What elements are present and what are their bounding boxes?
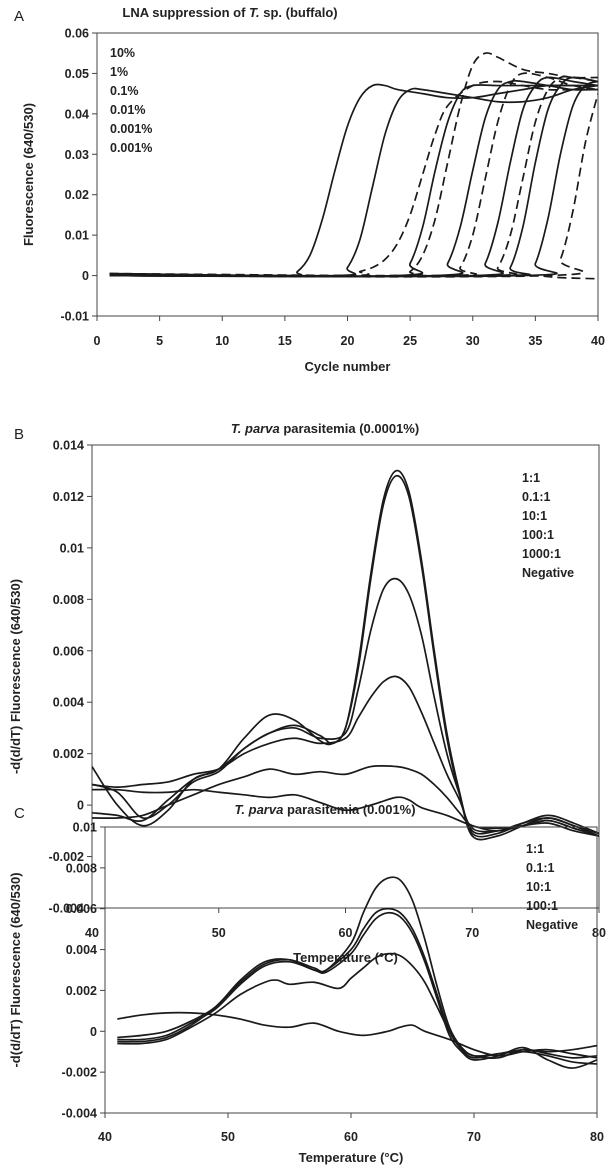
y-tick-label: 0.04 (65, 107, 89, 121)
x-tick-label: 80 (590, 1130, 604, 1144)
x-axis-label: Cycle number (305, 359, 391, 374)
y-tick-label: 0.06 (65, 27, 89, 41)
x-tick-label: 15 (278, 334, 292, 348)
x-tick-label: 40 (85, 926, 99, 940)
legend-entry: 1:1 (522, 471, 540, 485)
panel-letter: C (14, 805, 25, 822)
series-line-13 (109, 272, 598, 280)
series-line-6 (92, 788, 599, 837)
x-tick-label: 80 (592, 926, 606, 940)
legend-entry: 10:1 (526, 880, 551, 894)
legend-entry: 1% (110, 65, 128, 79)
y-tick-label: 0.008 (53, 593, 84, 607)
x-tick-label: 60 (344, 1130, 358, 1144)
x-tick-label: 35 (528, 334, 542, 348)
x-tick-label: 30 (466, 334, 480, 348)
legend-entry: Negative (522, 566, 574, 580)
chart-panel-c: C T. parva parasitemia (0.001%) -0.004 -0.0… (8, 802, 604, 1165)
y-tick-label: -0.002 (62, 1066, 97, 1080)
series-line-4 (109, 84, 598, 278)
x-tick-label: 60 (339, 926, 353, 940)
y-tick-label: 0.01 (73, 821, 97, 835)
legend-entry: 0.1:1 (526, 861, 555, 875)
x-axis-label: Temperature (°C) (299, 1150, 404, 1165)
y-tick-label: 0.008 (66, 861, 97, 875)
panel-letter: B (14, 426, 24, 443)
y-tick-label: 0.006 (66, 902, 97, 916)
y-tick-label: 0 (90, 1025, 97, 1039)
series-line-2 (109, 84, 598, 277)
series-line-12 (109, 93, 598, 278)
legend-entry: 1:1 (526, 842, 544, 856)
y-tick-label: 0 (77, 799, 84, 813)
legend-entry: 0.01% (110, 103, 145, 117)
y-tick-label: 0.01 (60, 541, 84, 555)
series-line-8 (109, 76, 598, 278)
legend-entry: 0.001% (110, 141, 152, 155)
series-line-5 (92, 764, 599, 837)
y-tick-label: -0.002 (49, 850, 84, 864)
x-tick-label: 0 (94, 334, 101, 348)
y-tick-label: 0.012 (53, 490, 84, 504)
x-tick-label: 40 (591, 334, 605, 348)
y-tick-label: 0.02 (65, 188, 89, 202)
chart-panel-b: B T. parva parasitemia (0.0001%) -0.004 -0.… (8, 421, 606, 965)
series-line-4 (117, 952, 597, 1057)
series-line-10 (109, 76, 598, 278)
y-tick-label: 0.004 (66, 943, 97, 957)
y-tick-label: 0.004 (53, 696, 84, 710)
legend-entry: 100:1 (526, 899, 558, 913)
y-axis-label: Fluorescence (640/530) (21, 103, 36, 246)
series-line-3 (109, 80, 598, 277)
y-tick-label: 0 (82, 269, 89, 283)
legend-entry: Negative (526, 918, 578, 932)
y-tick-label: 0.002 (66, 984, 97, 998)
series-line-3 (117, 911, 597, 1069)
x-tick-label: 5 (156, 334, 163, 348)
x-tick-label: 10 (215, 334, 229, 348)
legend-entry: 1000:1 (522, 547, 561, 561)
y-tick-label: 0.014 (53, 439, 84, 453)
series-line-2 (92, 474, 599, 838)
x-tick-label: 50 (212, 926, 226, 940)
chart-panel-a: A LNA suppression of T. sp. (buffalo) -0.0… (14, 5, 605, 374)
y-axis-label: -d(d/dT) Fluorescence (640/530) (8, 872, 23, 1067)
chart-title: T. parva parasitemia (0.0001%) (231, 421, 419, 436)
x-tick-label: 70 (467, 1130, 481, 1144)
x-tick-label: 25 (403, 334, 417, 348)
x-tick-label: 70 (465, 926, 479, 940)
y-tick-label: 0.01 (65, 229, 89, 243)
legend-entry: 0.001% (110, 122, 152, 136)
chart-title: LNA suppression of T. sp. (buffalo) (122, 5, 337, 20)
y-tick-label: 0.006 (53, 644, 84, 658)
x-tick-label: 40 (98, 1130, 112, 1144)
legend-entry: 0.1% (110, 84, 139, 98)
y-tick-label: -0.01 (61, 310, 90, 324)
panel-letter: A (14, 8, 24, 25)
series-line-1 (92, 469, 599, 841)
legend-entry: 100:1 (522, 528, 554, 542)
y-axis-label: -d(d/dT) Fluorescence (640/530) (8, 579, 23, 774)
y-tick-label: -0.004 (49, 902, 84, 916)
chart-title: T. parva parasitemia (0.001%) (234, 802, 415, 817)
legend-entry: 0.1:1 (522, 490, 551, 504)
series-line-5 (117, 1011, 597, 1059)
legend-entry: 10:1 (522, 509, 547, 523)
plot-frame (104, 826, 598, 1114)
series-line-1 (109, 83, 598, 277)
x-tick-label: 20 (341, 334, 355, 348)
y-tick-label: 0.05 (65, 67, 89, 81)
y-tick-label: 0.03 (65, 148, 89, 162)
legend-entry: 10% (110, 46, 135, 60)
y-tick-label: -0.004 (62, 1107, 97, 1121)
series-line-3 (92, 577, 599, 835)
y-tick-label: 0.002 (53, 747, 84, 761)
x-tick-label: 50 (221, 1130, 235, 1144)
